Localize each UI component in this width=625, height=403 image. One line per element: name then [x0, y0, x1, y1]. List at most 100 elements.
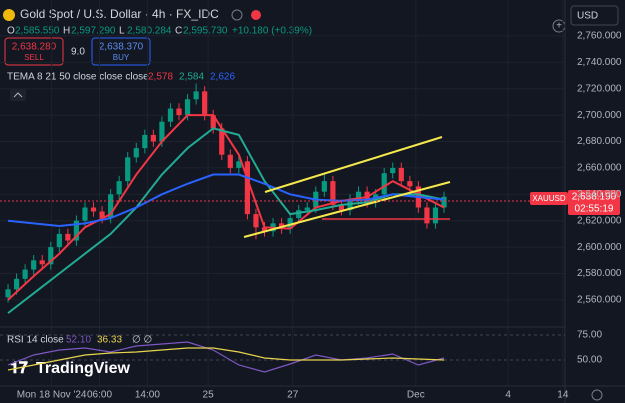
ohlc-key: O [7, 26, 15, 37]
symbol-icon [3, 9, 15, 21]
symbol-tag [530, 192, 568, 205]
collapse-icon[interactable] [13, 92, 23, 98]
settings-button[interactable] [591, 389, 603, 401]
y-tick-label: 2,560.000 [577, 295, 622, 306]
x-tick-label: 14 [557, 390, 569, 401]
candle-body [398, 167, 404, 182]
alert-dot [251, 10, 261, 20]
y-tick-label: 50.00 [577, 355, 602, 366]
candle-body [381, 173, 387, 195]
candle-body [13, 278, 20, 290]
sell-label[interactable]: SELL [24, 53, 44, 62]
candle-body [355, 191, 362, 200]
indicator-legend: 2,578 2,584 2,626 [148, 72, 235, 83]
currency[interactable]: USD [577, 11, 598, 22]
candle-body [432, 207, 439, 224]
rsi-value: 36.33 [97, 335, 122, 346]
y-tick-label: 75.00 [577, 330, 602, 341]
candle-body [219, 128, 225, 155]
sell-price[interactable]: 2,638.280 [12, 42, 57, 53]
candle-body [133, 148, 139, 158]
currency-select[interactable] [570, 5, 619, 26]
candle-body [253, 214, 259, 228]
x-tick-label: Dec [407, 390, 425, 401]
logo-mark: 𝟏𝟕 [10, 360, 28, 377]
candle-body [244, 161, 251, 215]
market-status [231, 9, 243, 21]
x-tick-label: 14:00 [135, 390, 160, 401]
candle-body [142, 134, 148, 149]
channel-upper [264, 136, 443, 193]
candle-body [90, 207, 97, 212]
collapse-button[interactable] [10, 89, 26, 101]
candle-body [184, 99, 191, 116]
candle-body [390, 167, 396, 174]
candle-body [227, 154, 233, 168]
candle-body [159, 121, 165, 142]
candle-body [407, 181, 413, 187]
x-tick-label: 25 [203, 390, 215, 401]
candle-body [82, 207, 88, 221]
logo: TradingView [36, 360, 131, 377]
indicator-title: TEMA 8 21 50 close close close [7, 72, 149, 83]
indicator-line [7, 114, 445, 301]
y-tick-label: 2,660.000 [577, 163, 622, 174]
symbol-tag-text: XAUUSD [532, 194, 566, 203]
ohlc-value: 2,580.284 [127, 26, 172, 37]
price-tag-countdown: 02:55:19 [575, 204, 614, 215]
candle-body [321, 181, 327, 192]
rsi-extra: ∅ ∅ [132, 335, 152, 346]
candle-body [193, 91, 199, 100]
indicator-value: 2,578 [148, 72, 173, 83]
rsi-title: RSI 14 close [7, 335, 64, 346]
candle-body [125, 157, 131, 182]
x-tick-label: Mon 18 Nov '24 [17, 390, 87, 401]
ohlc-value: 2,595.730 [183, 26, 228, 37]
y-tick-label: 2,720.000 [577, 83, 622, 94]
candle-body [330, 181, 336, 205]
candle-body [441, 196, 447, 208]
price-tag-price: 2,638.190 [572, 192, 617, 203]
candle-body [236, 161, 242, 168]
ohlc-line: O 2,585.550 H 2,597.290 L 2,580.284 C 2,595.730 [7, 26, 228, 37]
candle-body [65, 233, 71, 241]
candle-body [210, 115, 216, 129]
y-tick-label: 2,760.000 [577, 31, 622, 42]
candle-body [167, 108, 174, 122]
price-tag [568, 190, 620, 215]
channel-lower [243, 181, 451, 238]
candle-body [287, 218, 293, 229]
y-tick-label: 2,740.000 [577, 57, 622, 68]
y-tick-label: 2,580.000 [577, 268, 622, 279]
indicator-value: 2,626 [210, 72, 235, 83]
y-tick-label: 2,640.000 [577, 189, 622, 200]
candle-body [39, 260, 45, 265]
candle-body [22, 269, 28, 279]
candle-body [73, 220, 80, 241]
y-tick-label: 2,600.000 [577, 242, 622, 253]
x-tick-label: 27 [287, 390, 299, 401]
candle-body [150, 134, 156, 142]
candle-body [296, 210, 302, 219]
buy-label[interactable]: BUY [113, 53, 130, 62]
candle-body [424, 207, 430, 224]
indicator-line [7, 127, 445, 314]
candle-body [56, 233, 62, 248]
change: +10.180 (+0.39%) [232, 26, 312, 37]
buy-price[interactable]: 2,638.370 [99, 42, 144, 53]
candle-body [338, 204, 345, 211]
ohlc-value: 2,585.550 [15, 26, 60, 37]
buy-button[interactable] [91, 37, 151, 66]
add-icon[interactable]: + [556, 21, 562, 32]
candle-body [176, 108, 182, 116]
candle-body [48, 247, 54, 265]
ohlc-key: C [175, 26, 182, 37]
indicator-line [7, 173, 445, 228]
y-tick-label: 2,620.000 [577, 215, 622, 226]
rsi-line [7, 341, 445, 373]
sell-button[interactable] [4, 37, 64, 66]
rsi-legend: 52.10 36.33 [66, 335, 122, 346]
ohlc-key: L [119, 26, 125, 37]
